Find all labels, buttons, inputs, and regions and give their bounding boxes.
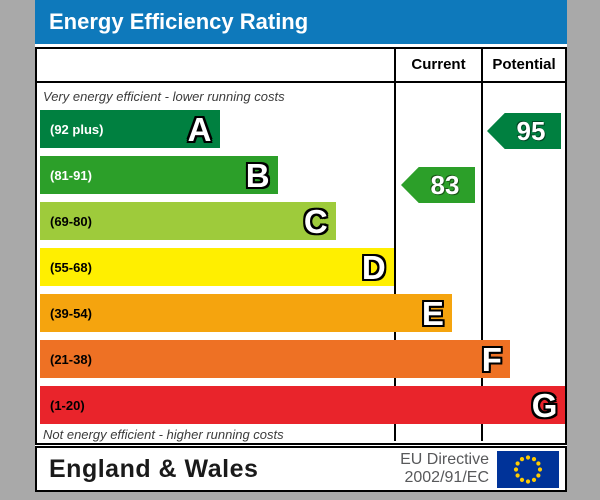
band-d: (55-68) D — [40, 248, 394, 286]
current-column-header: Current — [394, 49, 481, 81]
band-d-range: (55-68) — [50, 259, 92, 275]
band-c-letter: C — [303, 202, 328, 240]
band-e: (39-54) E — [40, 294, 452, 332]
column-divider — [394, 83, 396, 441]
band-e-letter: E — [421, 294, 444, 332]
potential-column-header: Potential — [481, 49, 565, 81]
band-c-range: (69-80) — [50, 213, 92, 229]
bottom-caption: Not energy efficient - higher running co… — [43, 427, 284, 442]
header-spacer-cell — [37, 49, 394, 81]
band-a: (92 plus) A — [40, 110, 220, 148]
column-divider — [481, 83, 483, 441]
eu-flag-icon — [497, 450, 559, 488]
band-b-range: (81-91) — [50, 167, 92, 183]
eu-flag-stars — [513, 454, 543, 484]
band-g-letter: G — [531, 386, 558, 424]
band-f: (21-38) F — [40, 340, 510, 378]
eu-directive-line2: 2002/91/EC — [404, 469, 489, 486]
band-a-letter: A — [187, 110, 212, 148]
current-rating-arrow: 83 — [401, 167, 475, 203]
footer-bar: England & Wales EU Directive 2002/91/EC — [35, 446, 567, 492]
band-g: (1-20) G — [40, 386, 566, 424]
band-a-range: (92 plus) — [50, 121, 104, 137]
eu-directive-label: EU Directive 2002/91/EC — [400, 451, 497, 488]
band-d-letter: D — [361, 248, 386, 286]
band-g-range: (1-20) — [50, 397, 85, 413]
table-body: Very energy efficient - lower running co… — [37, 83, 566, 442]
page-title: Energy Efficiency Rating — [35, 0, 567, 44]
band-c: (69-80) C — [40, 202, 336, 240]
band-f-letter: F — [481, 340, 502, 378]
rating-table: Current Potential Very energy efficient … — [35, 47, 567, 445]
eu-directive-line1: EU Directive — [400, 450, 489, 468]
potential-rating-arrow: 95 — [487, 113, 561, 149]
table-header-row: Current Potential — [37, 49, 565, 83]
band-e-range: (39-54) — [50, 305, 92, 321]
band-b: (81-91) B — [40, 156, 278, 194]
band-b-letter: B — [245, 156, 270, 194]
band-f-range: (21-38) — [50, 351, 92, 367]
epc-sheet: Energy Efficiency Rating Current Potenti… — [35, 0, 567, 492]
region-label: England & Wales — [49, 454, 259, 483]
top-caption: Very energy efficient - lower running co… — [43, 89, 285, 104]
